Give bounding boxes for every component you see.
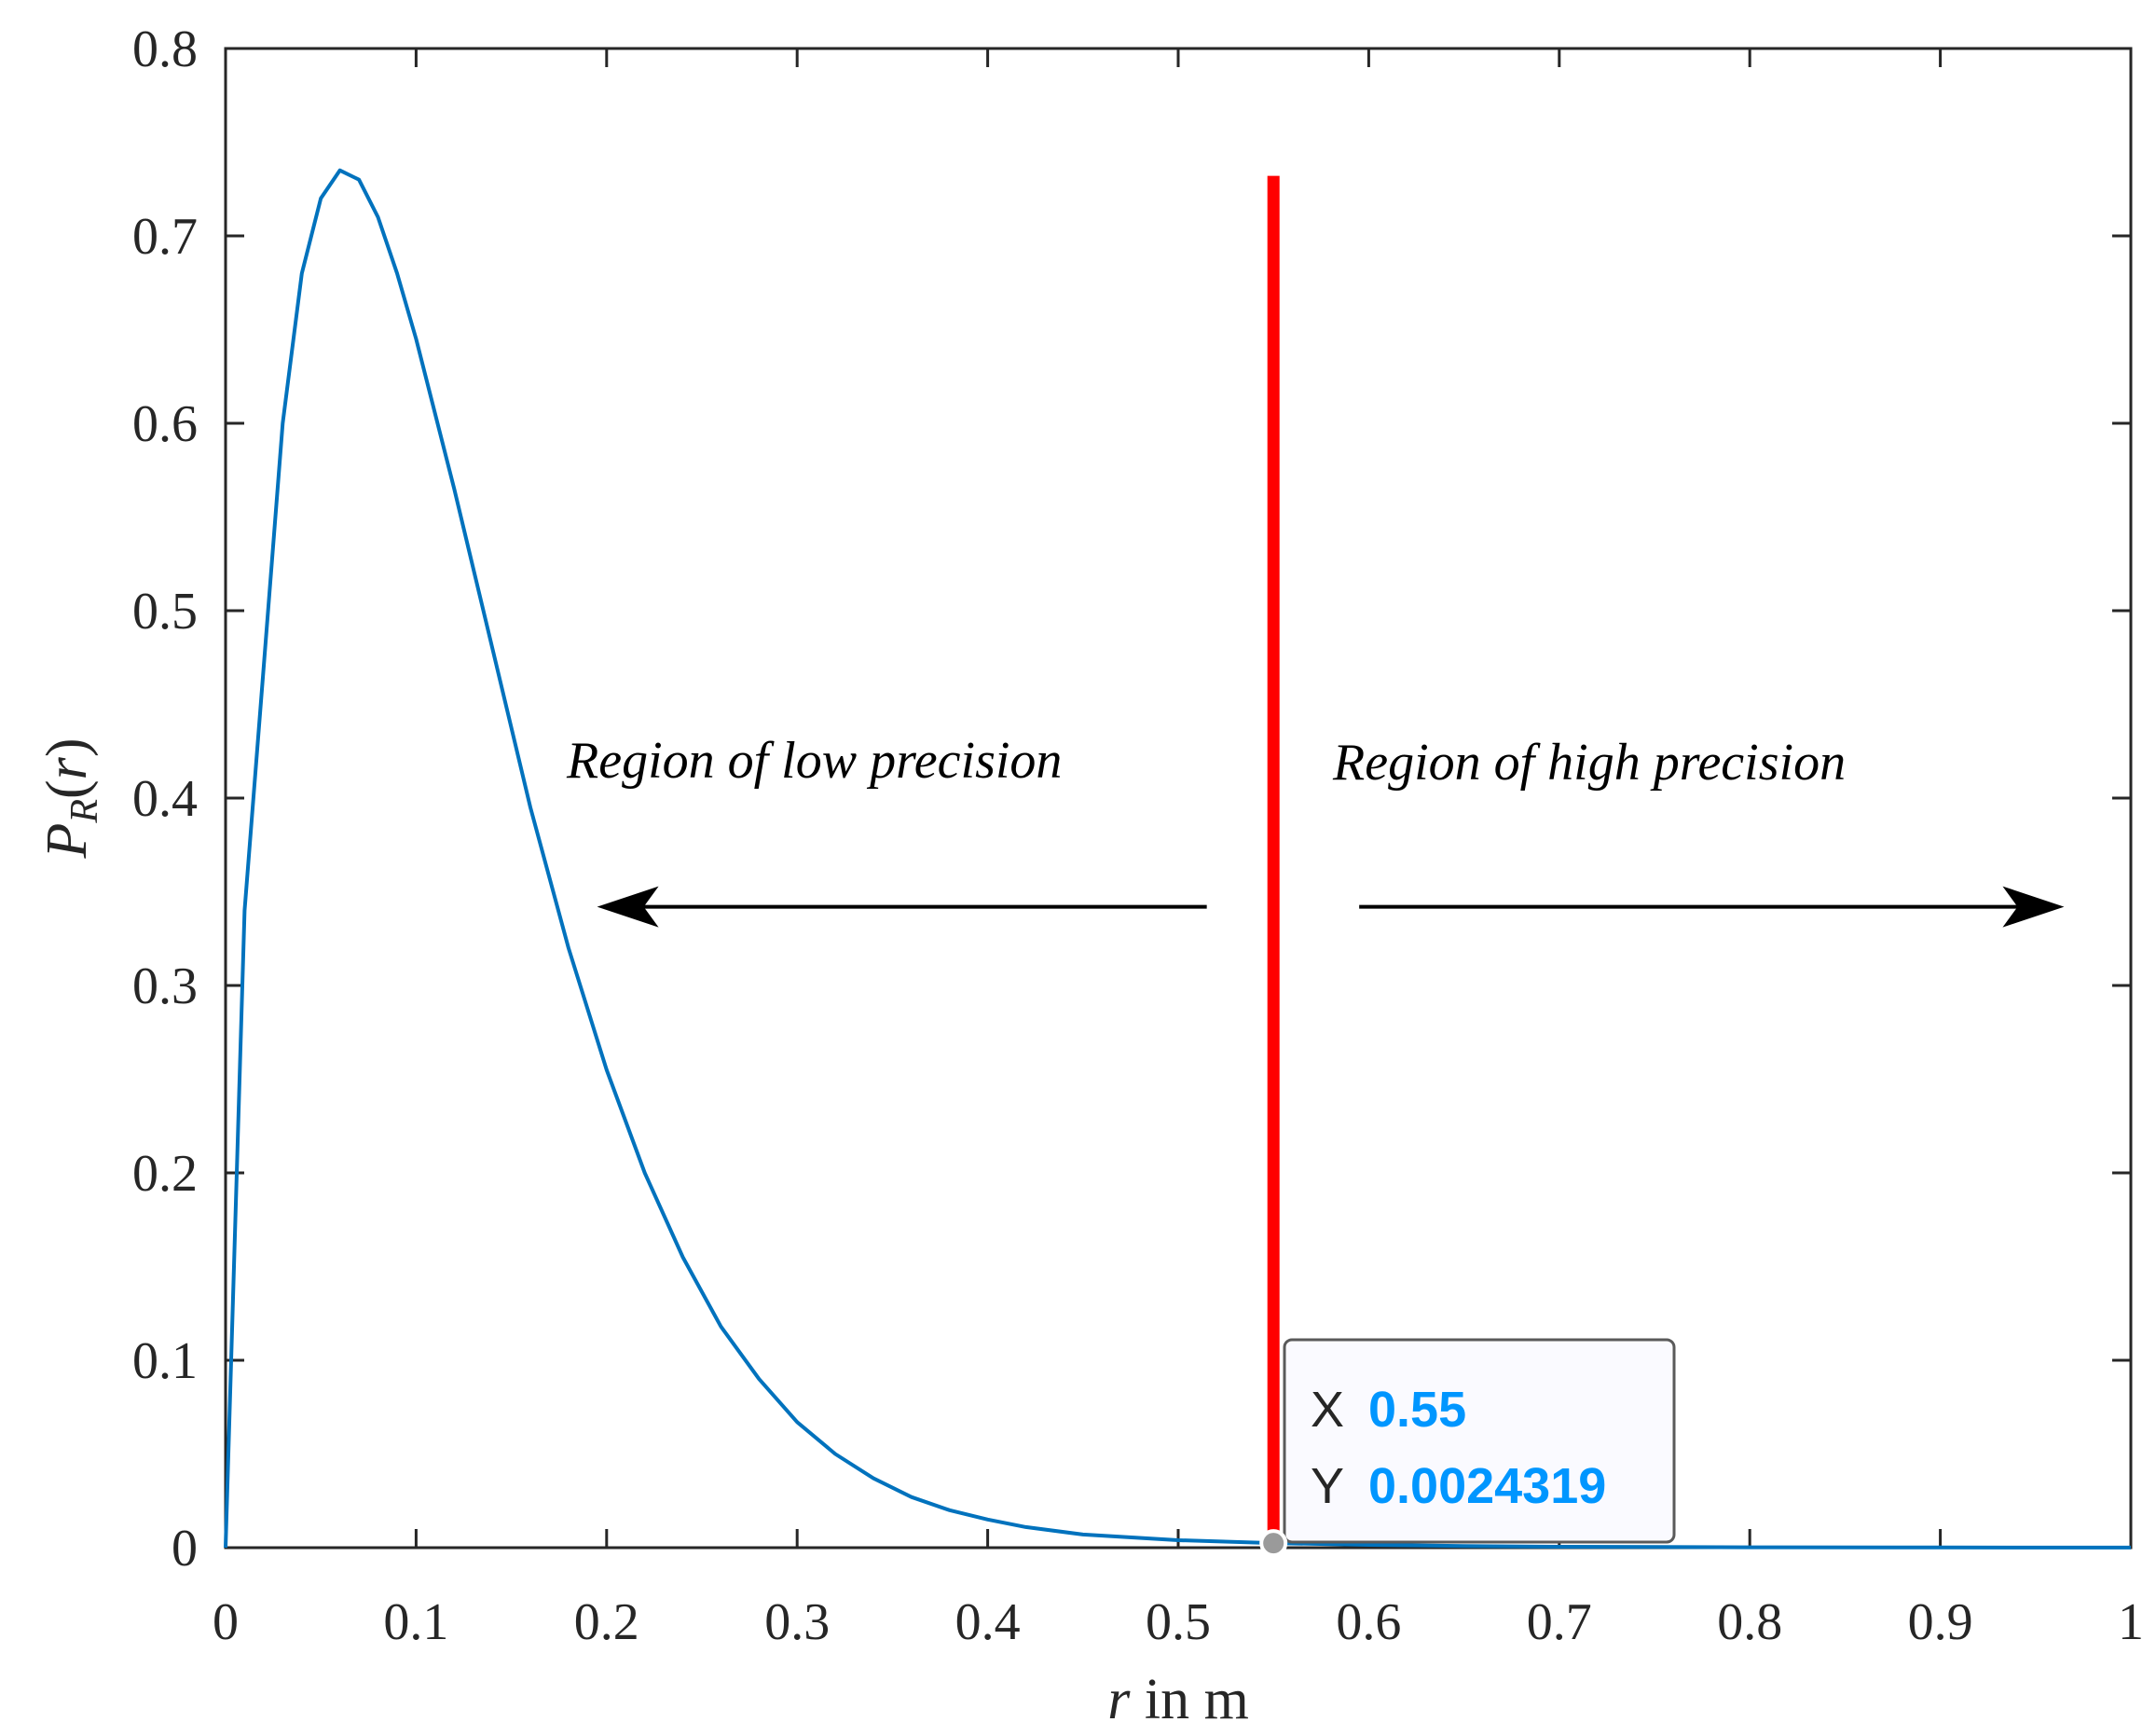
y-axis-label-var: r bbox=[35, 756, 99, 779]
x-tick-label: 0.5 bbox=[1146, 1593, 1211, 1651]
x-tick-label: 1 bbox=[2118, 1593, 2144, 1651]
y-tick-label: 0 bbox=[172, 1520, 198, 1578]
y-tick-label: 0.6 bbox=[132, 395, 198, 453]
x-axis-label-unit: in m bbox=[1130, 1668, 1248, 1731]
x-tick-label: 0.9 bbox=[1908, 1593, 1973, 1651]
x-tick-label: 0.7 bbox=[1527, 1593, 1592, 1651]
y-axis-label-paren-open: ( bbox=[35, 779, 99, 799]
x-tick-label: 0.2 bbox=[574, 1593, 639, 1651]
x-tick-label: 0 bbox=[213, 1593, 239, 1651]
arrow-right-head bbox=[2002, 886, 2065, 928]
datatip-x-key: X bbox=[1311, 1382, 1344, 1438]
x-tick-label: 0.3 bbox=[764, 1593, 830, 1651]
y-axis-label-sub: R bbox=[63, 799, 106, 824]
y-tick-label: 0.5 bbox=[132, 583, 198, 641]
y-axis-label-paren-close: ) bbox=[35, 738, 99, 758]
x-tick-label: 0.6 bbox=[1336, 1593, 1401, 1651]
x-axis-label-var: r bbox=[1107, 1668, 1131, 1731]
datatip[interactable]: X 0.55 Y 0.0024319 bbox=[1283, 1338, 1676, 1544]
y-tick-label: 0.7 bbox=[132, 208, 198, 266]
datatip-marker[interactable] bbox=[1259, 1529, 1288, 1558]
y-tick-label: 0.4 bbox=[132, 770, 198, 828]
y-tick-label: 0.8 bbox=[132, 21, 198, 78]
x-tick-label: 0.8 bbox=[1717, 1593, 1782, 1651]
datatip-y-key: Y bbox=[1311, 1458, 1344, 1514]
annotation-low-precision: Region of low precision bbox=[566, 732, 1062, 790]
plot-area bbox=[224, 47, 2133, 1550]
arrows bbox=[597, 886, 2065, 928]
x-axis-label: r in m bbox=[1107, 1668, 1249, 1731]
y-tick-label: 0.3 bbox=[132, 958, 198, 1015]
arrow-left-head bbox=[597, 886, 659, 928]
datatip-box bbox=[1283, 1338, 1676, 1544]
y-tick-label: 0.1 bbox=[132, 1332, 198, 1390]
y-axis-label: PR(r) bbox=[35, 738, 106, 860]
x-tick-label: 0.4 bbox=[955, 1593, 1021, 1651]
series-line-pr bbox=[224, 168, 2132, 1550]
annotation-high-precision: Region of high precision bbox=[1332, 734, 1846, 792]
datatip-y-value: 0.0024319 bbox=[1368, 1458, 1606, 1514]
y-tick-label: 0.2 bbox=[132, 1145, 198, 1203]
datatip-x-value: 0.55 bbox=[1368, 1382, 1466, 1438]
axis-tick-labels: 0 0.1 0.2 0.3 0.4 0.5 0.6 0.7 0.8 0.9 1 0 0.1 0.2 0.3 0… bbox=[132, 21, 2144, 1651]
y-axis-label-main: P bbox=[35, 823, 99, 860]
x-tick-label: 0.1 bbox=[383, 1593, 448, 1651]
